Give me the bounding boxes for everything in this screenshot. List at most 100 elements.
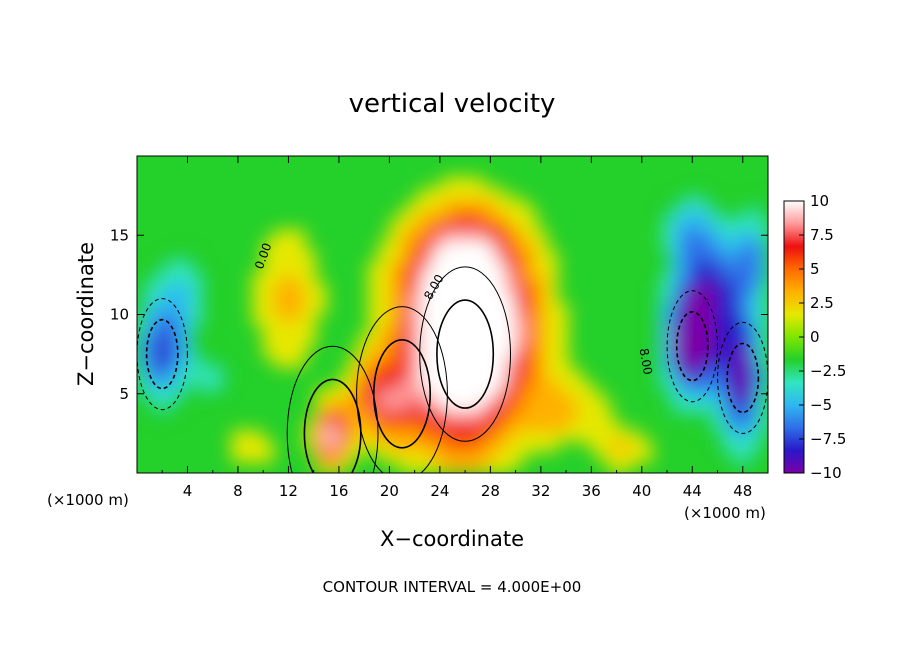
field-cell	[137, 303, 149, 315]
field-cell	[430, 240, 443, 252]
field-cell	[735, 356, 748, 368]
field-cell	[357, 345, 369, 358]
field-cell	[714, 430, 727, 442]
field-cell	[399, 208, 411, 220]
field-cell	[746, 250, 758, 263]
field-cell	[672, 240, 685, 252]
field-cell	[273, 292, 285, 305]
field-cell	[462, 335, 475, 347]
field-cell	[357, 366, 369, 379]
field-cell	[430, 430, 443, 442]
field-cell	[473, 229, 485, 242]
field-cell	[536, 240, 548, 252]
field-cell	[683, 250, 695, 263]
field-cell	[304, 250, 317, 263]
field-cell	[430, 366, 443, 379]
field-cell	[704, 240, 716, 252]
field-cell	[651, 345, 664, 358]
field-cell	[399, 345, 411, 358]
field-cell	[599, 430, 611, 442]
field-cell	[210, 366, 222, 379]
field-cell	[409, 229, 422, 242]
field-cell	[704, 335, 716, 347]
field-cell	[409, 303, 422, 315]
field-cell	[147, 261, 159, 273]
field-cell	[388, 250, 401, 263]
negative-contour	[666, 290, 718, 403]
field-cell	[672, 261, 685, 273]
field-cell	[651, 282, 664, 294]
field-cell	[578, 430, 590, 442]
field-cell	[578, 387, 590, 400]
field-cell	[672, 303, 685, 315]
field-cell	[273, 229, 285, 242]
field-cell	[367, 324, 380, 337]
field-cell	[704, 303, 716, 315]
field-cell	[515, 440, 527, 453]
field-cell	[557, 398, 569, 411]
field-cell	[241, 451, 254, 463]
field-cell	[536, 250, 548, 263]
field-cell	[704, 229, 716, 242]
field-cell	[252, 430, 264, 442]
field-cell	[409, 398, 422, 411]
field-cell	[157, 282, 170, 294]
field-cell	[399, 461, 411, 473]
field-cell	[367, 366, 380, 379]
field-cell	[609, 430, 622, 442]
field-cell	[388, 345, 401, 358]
field-cell	[346, 419, 359, 432]
field-cell	[315, 398, 327, 411]
field-cell	[525, 271, 538, 284]
field-cell	[473, 187, 485, 199]
field-cell	[420, 398, 432, 411]
field-cell	[735, 282, 748, 294]
field-cell	[357, 409, 369, 421]
field-cell	[273, 250, 285, 263]
field-cell	[388, 229, 401, 242]
field-cell	[578, 409, 590, 421]
field-cell	[378, 440, 390, 453]
field-cell	[683, 229, 695, 242]
field-cell	[651, 366, 664, 379]
field-cell	[147, 314, 159, 326]
field-cell	[494, 324, 506, 337]
field-cell	[441, 271, 453, 284]
field-cell	[693, 387, 706, 400]
positive-contour	[419, 266, 512, 442]
field-cell	[357, 377, 369, 389]
field-cell	[399, 366, 411, 379]
field-cell	[546, 292, 559, 305]
field-cell	[525, 387, 538, 400]
field-cell	[588, 409, 601, 421]
field-cell	[746, 303, 758, 315]
field-cell	[262, 250, 275, 263]
field-cell	[714, 197, 727, 210]
field-cell	[462, 377, 475, 389]
field-cell	[388, 240, 401, 252]
x-tick-label: 4	[183, 482, 193, 500]
field-cell	[399, 314, 411, 326]
field-cell	[714, 250, 727, 263]
field-cell	[473, 303, 485, 315]
field-cell	[683, 240, 695, 252]
field-cell	[273, 282, 285, 294]
field-cell	[578, 419, 590, 432]
field-cell	[494, 250, 506, 263]
field-cell	[609, 419, 622, 432]
field-cell	[388, 366, 401, 379]
field-cell	[515, 208, 527, 220]
field-cell	[714, 271, 727, 284]
field-cell	[483, 419, 496, 432]
field-cell	[525, 282, 538, 294]
field-cell	[462, 461, 475, 473]
field-cell	[199, 292, 212, 305]
field-cell	[546, 303, 559, 315]
field-cell	[725, 440, 737, 453]
field-cell	[157, 398, 170, 411]
field-cell	[409, 409, 422, 421]
field-cell	[662, 377, 674, 389]
field-cell	[746, 229, 758, 242]
field-cell	[220, 366, 233, 379]
field-cell	[262, 240, 275, 252]
